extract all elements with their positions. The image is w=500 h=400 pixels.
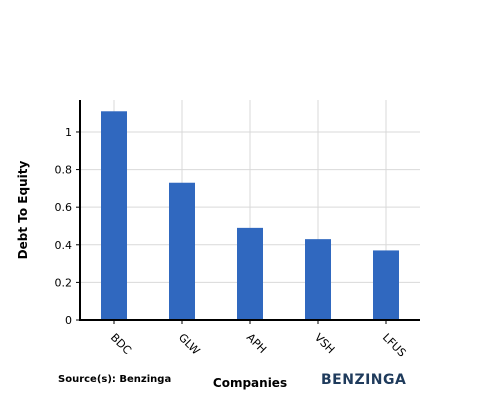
bars [101,111,399,321]
x-tick-label: LFUS [380,331,409,360]
x-tick-label: VSH [312,331,337,356]
bar-vsh [305,239,331,320]
x-axis-label: Companies [213,376,287,390]
benzinga-logo: BENZINGA [321,372,407,388]
x-tick-label: BDC [108,331,134,357]
bar-aph [237,227,263,320]
y-tick-label: 0.2 [55,276,73,289]
source-note: Source(s): Benzinga [58,374,172,385]
bar-bdc [101,111,127,321]
y-axis-label: Debt To Equity [16,161,30,260]
y-tick-label: 0.6 [55,201,73,214]
bar-glw [169,182,195,320]
y-tick-label: 0.8 [55,164,73,177]
axes [76,100,420,324]
y-tick-label: 0.4 [55,239,73,252]
x-tick-label: APH [244,331,269,356]
y-tick-label: 1 [65,126,72,139]
bar-lfus [373,250,399,320]
y-tick-label: 0 [65,314,72,327]
x-tick-label: GLW [176,331,203,358]
